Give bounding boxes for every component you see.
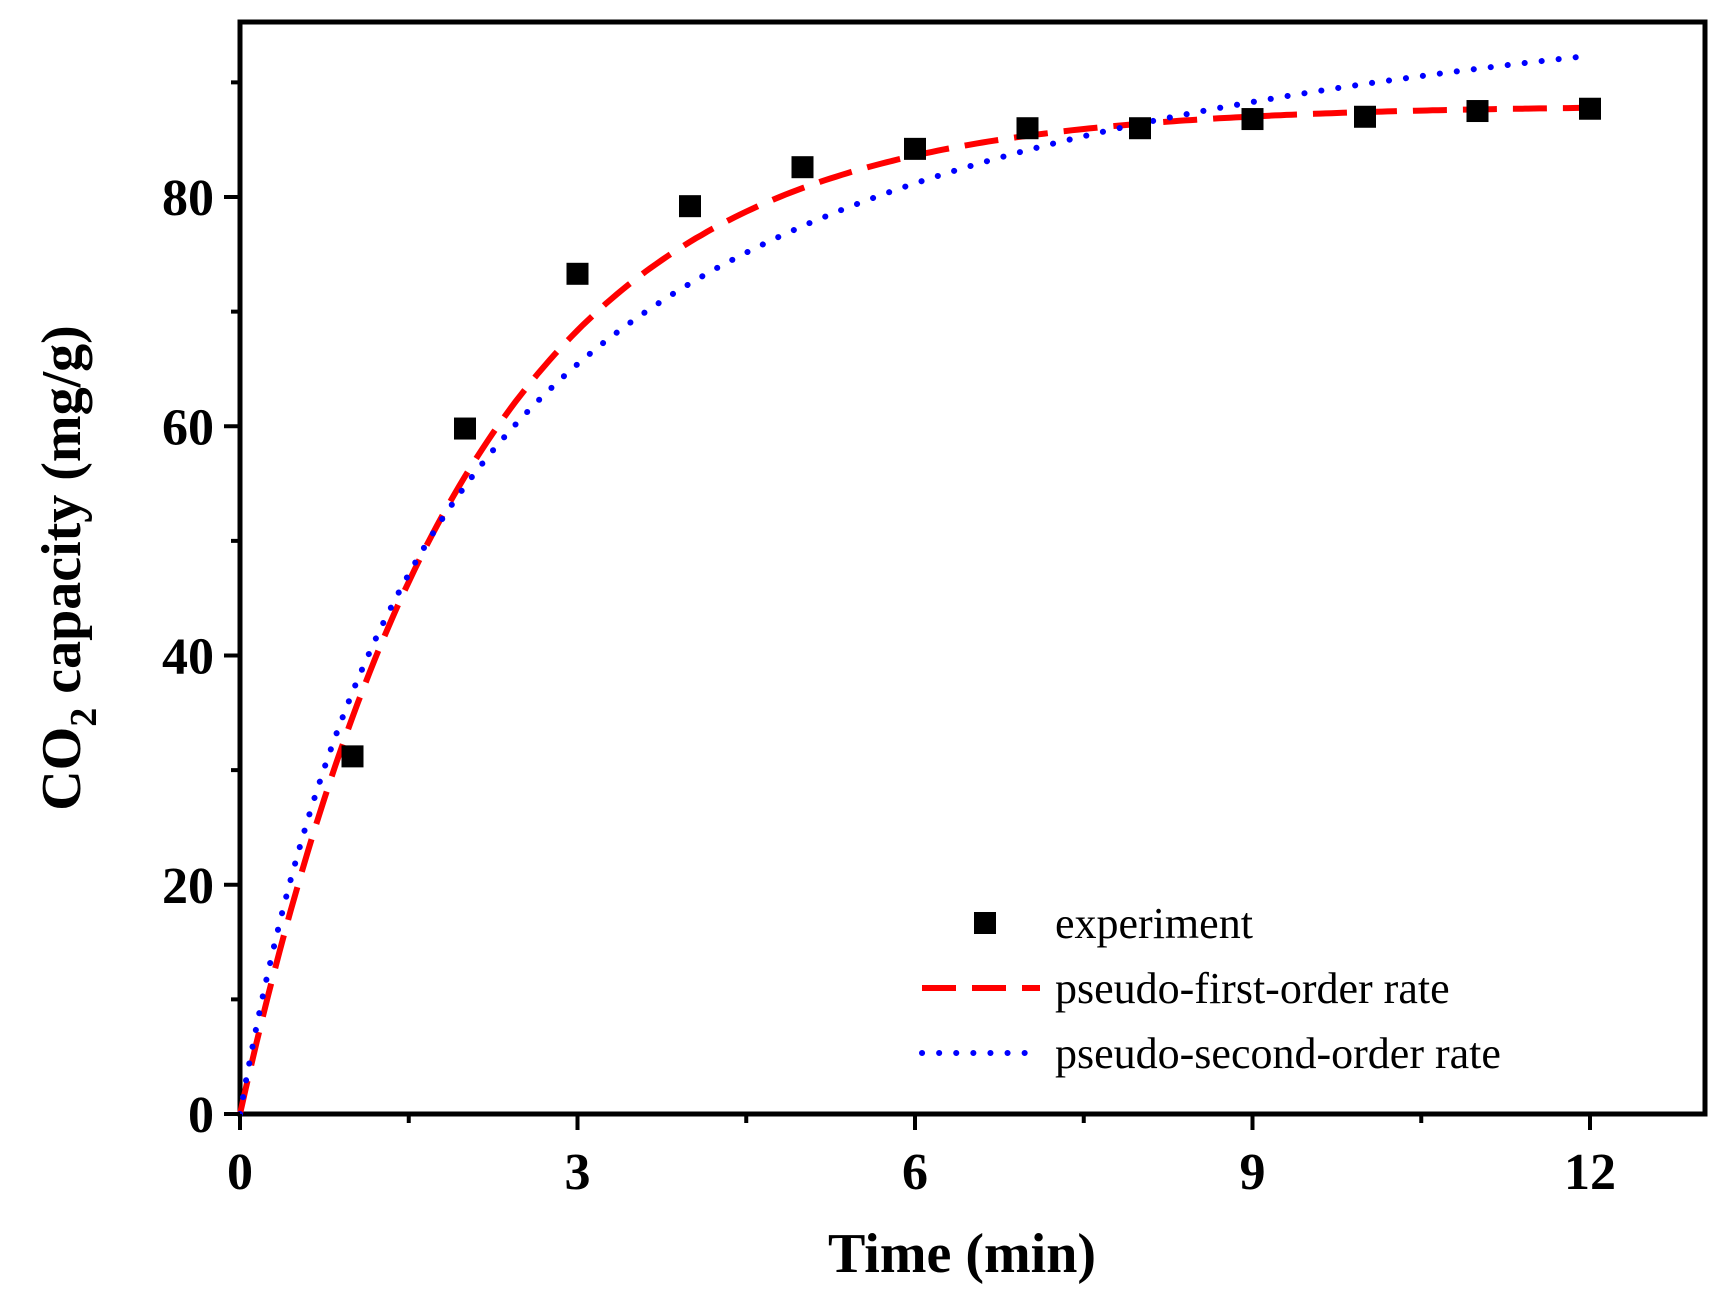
y-tick-label: 40: [162, 629, 214, 686]
experiment-point: [1241, 108, 1264, 131]
experiment-point: [1016, 117, 1039, 140]
y-tick-label: 20: [162, 858, 214, 915]
x-tick-label: 3: [565, 1144, 591, 1201]
x-tick-label: 12: [1564, 1144, 1616, 1201]
experiment-point: [1466, 100, 1489, 123]
x-tick-label: 9: [1240, 1144, 1266, 1201]
fit-lines: [237, 52, 1593, 1117]
experiment-point: [1354, 105, 1376, 128]
x-axis-title: Time (min): [828, 1223, 1096, 1285]
experiment-point: [454, 417, 476, 440]
experiment-point: [1129, 117, 1151, 140]
legend-marker-experiment: [974, 912, 996, 934]
experiment-point: [566, 262, 589, 285]
y-axis-title-subscript: 2: [63, 708, 105, 727]
axis-ticks: [224, 80, 1592, 1130]
legend-label-experiment: experiment: [1055, 899, 1253, 948]
x-tick-label: 6: [902, 1144, 928, 1201]
y-tick-label: 0: [188, 1087, 214, 1144]
y-tick-labels: 0 20 40 60 80: [162, 170, 214, 1144]
x-tick-label: 0: [227, 1144, 253, 1201]
plot-frame: [237, 19, 1708, 1117]
experiment-markers: [341, 97, 1601, 768]
y-axis-title: CO2 capacity (mg/g): [31, 325, 105, 811]
experiment-point: [679, 195, 701, 218]
y-axis-title-pre: CO: [31, 727, 93, 811]
legend: experiment pseudo-first-order rate pseud…: [919, 899, 1501, 1078]
y-tick-label: 60: [162, 399, 214, 456]
experiment-point: [1579, 97, 1601, 120]
x-tick-labels: 0 3 6 9 12: [227, 1144, 1616, 1201]
y-tick-label: 80: [162, 170, 214, 227]
y-axis-title-post: capacity (mg/g): [31, 325, 93, 708]
experiment-point: [341, 745, 364, 768]
pseudo-second-order-fit-line: [237, 52, 1593, 1117]
experiment-point: [791, 156, 814, 179]
plot-area: [237, 19, 1708, 1117]
legend-label-first-order: pseudo-first-order rate: [1055, 964, 1450, 1013]
legend-label-second-order: pseudo-second-order rate: [1055, 1029, 1501, 1078]
experiment-point: [904, 137, 926, 160]
